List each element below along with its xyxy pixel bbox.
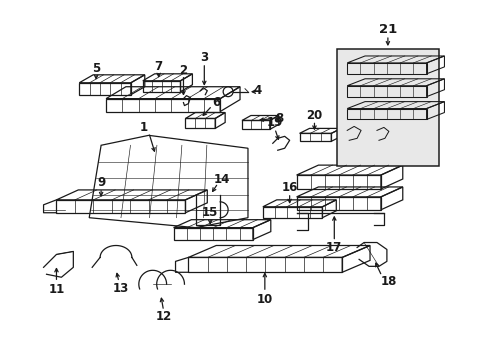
Text: 19: 19 (266, 116, 283, 129)
Text: 1: 1 (140, 121, 147, 134)
Text: 7: 7 (154, 60, 163, 73)
Text: 20: 20 (305, 109, 322, 122)
Text: 3: 3 (200, 51, 208, 64)
Text: 6: 6 (212, 96, 220, 109)
Text: 12: 12 (155, 310, 171, 323)
Text: 5: 5 (92, 62, 100, 75)
Text: 18: 18 (380, 275, 396, 288)
Text: 8: 8 (275, 112, 283, 125)
Text: 4: 4 (253, 84, 262, 97)
Bar (337, 49, 439, 166)
Text: 11: 11 (48, 283, 64, 296)
Text: 21: 21 (378, 23, 396, 36)
Text: 17: 17 (325, 241, 342, 254)
Text: 9: 9 (97, 176, 105, 189)
Text: 2: 2 (179, 64, 187, 77)
Text: 13: 13 (113, 282, 129, 294)
Text: 16: 16 (281, 181, 297, 194)
Text: 10: 10 (256, 293, 272, 306)
Text: 15: 15 (202, 206, 218, 219)
Text: 14: 14 (214, 172, 230, 185)
